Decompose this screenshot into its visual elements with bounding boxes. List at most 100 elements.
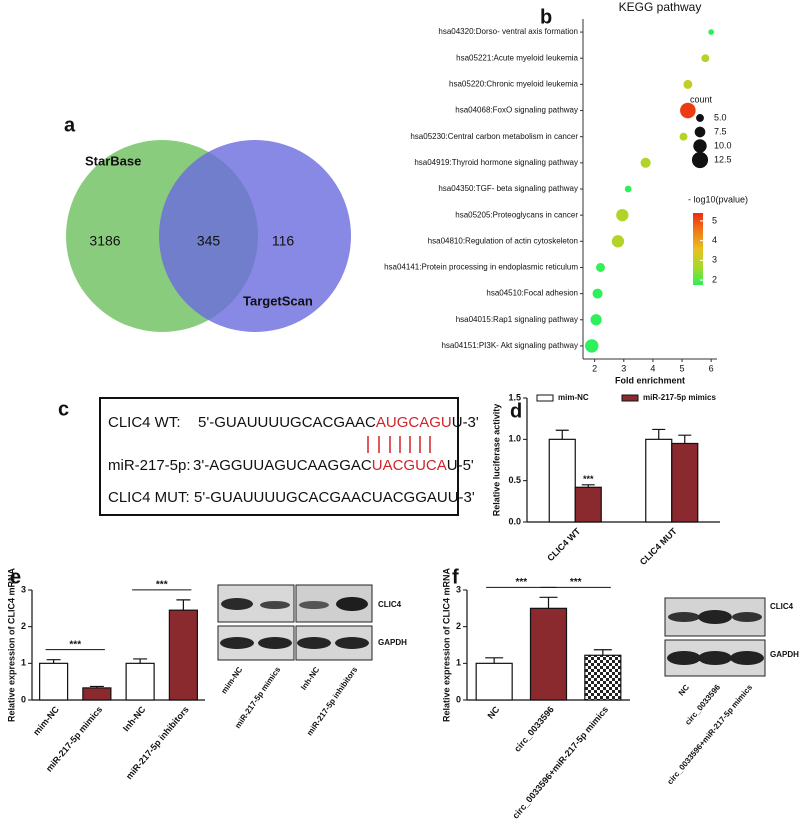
y-tick-label: hsa04919:Thyroid hormone signaling pathw… <box>414 158 578 167</box>
venn-set <box>159 140 351 332</box>
error-bar <box>176 599 191 611</box>
significance-label: *** <box>515 577 527 588</box>
bar <box>671 442 699 523</box>
error-bar <box>539 596 558 609</box>
legend-swatch <box>536 394 554 402</box>
error-bar <box>652 428 666 440</box>
y-axis-label: Relative expression of CLIC4 mRNA <box>6 567 16 722</box>
bubble <box>590 314 602 326</box>
legend-label: 4 <box>712 235 717 245</box>
legend-label: 2 <box>712 274 717 284</box>
error-bar <box>133 658 148 664</box>
y-tick-label: hsa04015:Rap1 signaling pathway <box>456 315 578 324</box>
y-axis-label: Relative luciferase activity <box>491 404 501 517</box>
x-tick-label: 2 <box>592 363 597 373</box>
y-tick-label: 1 <box>456 658 461 668</box>
sequence: 5'-GUAUUUUGCACGAACAUGCAGUU-3' <box>198 414 479 431</box>
western-blot <box>664 597 766 677</box>
bubble <box>701 54 710 63</box>
venn-set-label: TargetScan <box>243 293 313 308</box>
x-tick-label: 4 <box>650 363 655 373</box>
legend-label: mim-NC <box>558 393 589 402</box>
bubble <box>708 29 715 35</box>
y-tick-label: hsa04810:Regulation of actin cytoskeleto… <box>428 236 578 245</box>
x-tick-label: 5 <box>680 363 685 373</box>
sequence-part: UACGUCA <box>372 457 447 474</box>
x-tick-label: mim-NC <box>31 704 61 737</box>
bubble <box>616 209 629 222</box>
panel-label: a <box>64 114 76 136</box>
y-tick-label: hsa05205:Proteoglycans in cancer <box>455 210 578 219</box>
sequence-part: U-5' <box>447 457 474 474</box>
bar <box>475 662 513 701</box>
y-tick-label: 3 <box>456 584 461 594</box>
legend-size-mark <box>691 151 709 169</box>
color-scale <box>693 213 703 285</box>
y-tick-label: 0 <box>456 694 461 704</box>
legend-label: 7.5 <box>714 126 727 136</box>
y-tick-label: 2 <box>21 621 26 631</box>
y-tick-label: hsa04068:FoxO signaling pathway <box>455 106 578 115</box>
legend-label: 5.0 <box>714 112 727 122</box>
sequence-part: AUGCAGU <box>376 414 452 431</box>
venn-set-label: StarBase <box>85 153 141 168</box>
sequence-label: CLIC4 MUT: <box>108 489 190 506</box>
error-bar <box>678 434 692 444</box>
x-tick-label: Inh-NC <box>121 704 148 733</box>
x-tick-label: CLIC4 WT <box>545 526 582 563</box>
error-bar <box>46 659 61 664</box>
blot-row-label: CLIC4 <box>770 602 794 611</box>
venn-count: 116 <box>272 233 295 249</box>
x-tick-label: NC <box>486 704 502 721</box>
panel-label: d <box>510 400 522 422</box>
legend-label: 3 <box>712 255 717 265</box>
blot-lane-label: mim-NC <box>219 665 244 695</box>
y-tick-label: hsa04510:Focal adhesion <box>486 289 578 298</box>
sequence-label: miR-217-5p: <box>108 457 191 474</box>
sequence-part: 3'-AGGUUAGUCAAGGAC <box>193 457 372 474</box>
y-tick-label: 0.0 <box>508 516 521 526</box>
legend-title: - log10(pvalue) <box>688 194 748 204</box>
bubble <box>640 157 651 168</box>
venn-count: 3186 <box>89 233 120 249</box>
base-pairing <box>367 436 431 453</box>
bubble <box>592 288 603 299</box>
y-tick-label: 3 <box>21 584 26 594</box>
y-tick-label: 1.5 <box>508 392 521 402</box>
y-tick-label: hsa05220:Chronic myeloid leukemia <box>449 79 579 88</box>
error-bar <box>485 657 504 664</box>
blot-row-label: CLIC4 <box>378 600 402 609</box>
y-tick-label: 1 <box>21 658 26 668</box>
bubble <box>683 79 693 89</box>
sequence: 5'-GUAUUUUGCACGAACUACGGAUU-3' <box>194 489 475 506</box>
y-tick-label: 1.0 <box>508 434 521 444</box>
bar <box>125 662 155 701</box>
y-tick-label: hsa04320:Dorso- ventral axis formation <box>438 27 578 36</box>
y-tick-label: hsa04151:PI3K- Akt signaling pathway <box>441 341 578 350</box>
bubble <box>585 339 599 353</box>
error-bar <box>89 685 104 688</box>
y-tick-label: hsa05230:Central carbon metabolism in ca… <box>410 132 578 141</box>
error-bar <box>555 429 569 440</box>
y-axis-label: Relative expression of CLIC4 mRNA <box>441 567 451 722</box>
y-tick-label: 2 <box>456 621 461 631</box>
sequence-part: 5'-GUAUUUUGCACGAACUACGGAUU-3' <box>194 489 475 506</box>
bar <box>82 687 112 701</box>
blot-row-label: GAPDH <box>378 638 407 647</box>
blot-lane-label: Inh-NC <box>299 665 322 692</box>
legend-swatch <box>621 394 639 402</box>
x-tick-label: circ_0033596+miR-217-5p mimics <box>510 704 610 820</box>
significance-label: *** <box>69 639 81 650</box>
bar <box>168 609 198 701</box>
legend-size-mark <box>693 139 707 153</box>
bar <box>574 486 602 523</box>
bar <box>584 654 622 701</box>
panel-label: b <box>540 6 552 28</box>
sequence-part: 5'-GUAUUUUGCACGAAC <box>198 414 376 431</box>
error-bar <box>593 649 612 656</box>
bar <box>645 438 673 523</box>
significance-label: *** <box>583 474 594 484</box>
sequence-part: U-3' <box>452 414 479 431</box>
